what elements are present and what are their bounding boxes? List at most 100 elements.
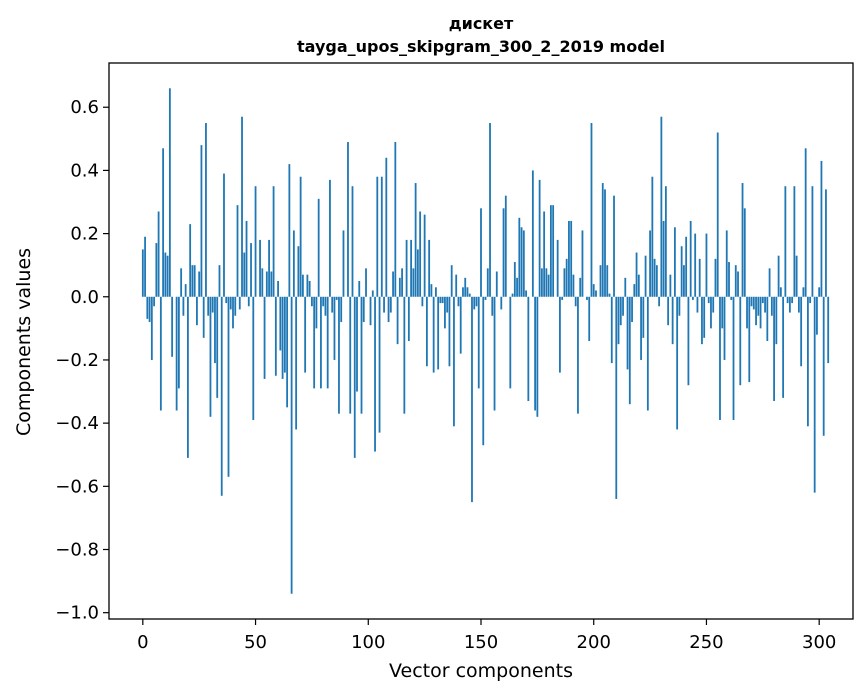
bar xyxy=(252,296,255,420)
bar xyxy=(358,280,361,297)
bar xyxy=(802,287,805,297)
bar xyxy=(171,296,174,357)
bar xyxy=(299,176,302,297)
bar xyxy=(198,271,201,297)
bar xyxy=(797,296,800,313)
bar xyxy=(220,296,223,496)
bar xyxy=(263,296,266,379)
bar xyxy=(719,296,721,420)
bar xyxy=(692,296,694,300)
bar xyxy=(743,208,746,297)
bar xyxy=(721,296,724,329)
bar xyxy=(807,296,809,427)
x-axis-label: Vector components xyxy=(389,660,573,682)
bar xyxy=(301,274,304,297)
bar xyxy=(250,243,252,297)
bar xyxy=(376,176,379,297)
bar xyxy=(538,179,541,297)
bar xyxy=(371,290,374,297)
bar xyxy=(439,296,442,304)
bar xyxy=(331,296,334,313)
bar xyxy=(527,296,530,402)
bar xyxy=(437,296,440,370)
bar xyxy=(184,284,187,297)
bar xyxy=(818,287,821,297)
bar xyxy=(626,296,629,370)
bar xyxy=(545,268,548,297)
bar xyxy=(608,293,611,297)
bar xyxy=(389,296,392,313)
bar xyxy=(396,296,399,345)
bar xyxy=(660,116,663,297)
bar xyxy=(383,296,385,313)
y-tick-label: −1.0 xyxy=(55,603,99,624)
x-tick-label: 200 xyxy=(577,632,611,653)
bar xyxy=(777,255,780,297)
bar xyxy=(513,262,516,297)
bar xyxy=(356,296,358,392)
bar xyxy=(732,296,735,420)
bar xyxy=(813,296,816,493)
bar xyxy=(175,296,178,411)
bar xyxy=(637,274,640,297)
bar xyxy=(484,296,487,300)
bar xyxy=(419,211,422,297)
bar xyxy=(640,296,642,360)
bar xyxy=(313,296,316,389)
bar xyxy=(227,296,230,477)
y-tick-label: 0.0 xyxy=(70,287,99,308)
bar xyxy=(387,296,390,323)
bar xyxy=(698,258,701,297)
bar xyxy=(265,271,268,297)
bar xyxy=(491,296,494,316)
bar xyxy=(369,296,372,326)
bar xyxy=(335,296,338,300)
bar xyxy=(536,296,539,417)
bar xyxy=(579,277,582,297)
bar xyxy=(793,186,796,297)
bar xyxy=(340,296,343,323)
bar xyxy=(162,148,165,297)
bar xyxy=(628,296,631,405)
bar xyxy=(338,296,340,414)
bar xyxy=(811,186,814,297)
bar xyxy=(193,265,196,297)
bar xyxy=(392,271,394,297)
bar xyxy=(795,255,798,297)
bar xyxy=(768,268,771,297)
bar xyxy=(471,296,473,503)
bar xyxy=(311,296,313,307)
x-axis-ticks: 0 50 100 150 200 250 300 xyxy=(137,619,836,653)
bar xyxy=(322,296,325,307)
bar xyxy=(286,296,289,408)
bar xyxy=(820,160,823,297)
bar xyxy=(705,233,708,297)
bar xyxy=(610,296,613,364)
bar xyxy=(241,116,243,297)
bar xyxy=(624,277,627,297)
bar xyxy=(480,208,482,297)
bar xyxy=(464,277,467,297)
bar xyxy=(737,271,739,297)
bar xyxy=(701,296,703,345)
bar xyxy=(450,265,453,297)
bar xyxy=(676,296,679,430)
y-tick-label: −0.8 xyxy=(55,540,99,561)
bar xyxy=(604,189,606,297)
bar xyxy=(827,296,830,364)
bar xyxy=(581,230,584,297)
bar xyxy=(766,296,769,341)
bar xyxy=(561,296,564,300)
bar xyxy=(714,258,717,297)
bar xyxy=(635,252,638,297)
bar xyxy=(320,296,322,389)
bar xyxy=(775,296,778,345)
bar xyxy=(755,296,757,326)
bar xyxy=(374,296,376,452)
bar xyxy=(707,296,710,304)
bar xyxy=(502,208,505,297)
bar xyxy=(477,296,480,389)
bar xyxy=(385,157,388,297)
bar xyxy=(428,239,431,297)
